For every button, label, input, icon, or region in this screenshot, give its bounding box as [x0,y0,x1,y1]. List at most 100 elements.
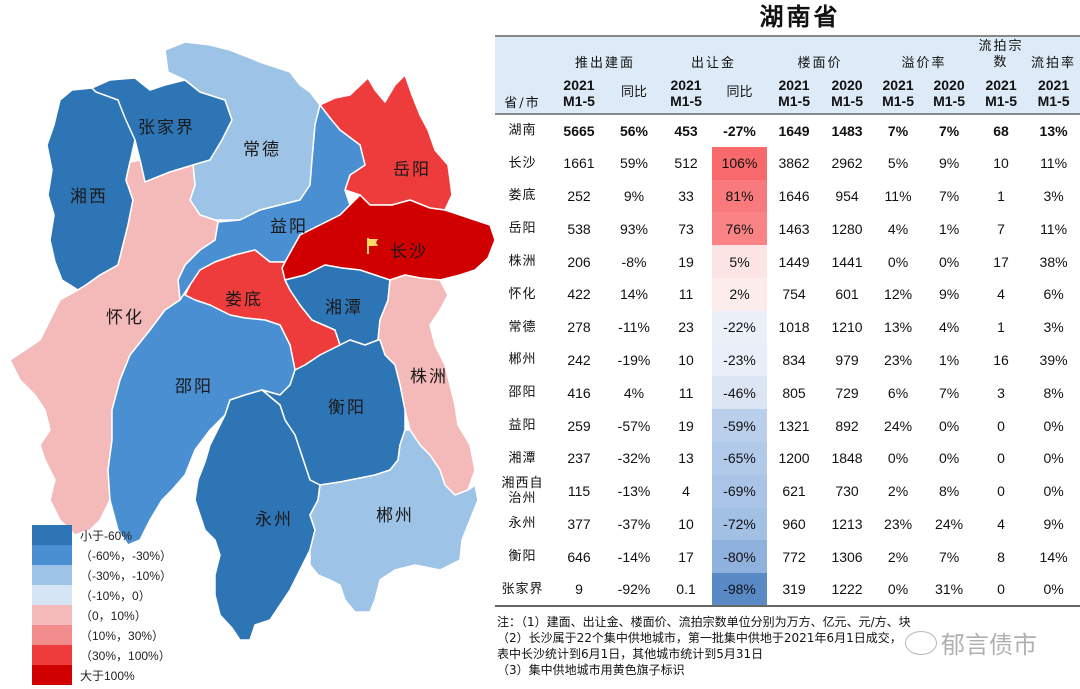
cell-fail: 0 [997,483,1005,500]
cell-fee: 13 [678,450,694,467]
cell-price20: 601 [835,286,859,303]
cell-fee: 23 [678,319,694,336]
cell-price20: 954 [835,187,859,204]
legend-label: （-60%，-30%） [80,548,173,563]
cell-fail-rate: 11% [1040,155,1068,172]
cell-fail: 1 [997,319,1005,336]
region-yongzhou[interactable] [194,389,321,641]
row-city-name: 娄底 [508,188,537,204]
cell-fail: 4 [997,286,1005,303]
cell-fee-yoy: 2% [712,277,768,311]
col-sub: 2021 M1-5 [985,77,1018,109]
cell-price20: 729 [835,384,859,401]
cell-area-yoy: 14% [619,286,649,303]
cell-prem20: 7% [938,548,960,565]
cell-fail: 4 [997,515,1005,532]
cell-prem20: 7% [938,187,960,204]
cell-prem20: 0% [938,253,960,270]
cell-fee-yoy: -72% [712,507,768,541]
cell-area: 9 [575,581,583,598]
cell-area: 377 [567,515,591,532]
cell-fee-yoy: -69% [712,474,768,508]
table-row: 湘潭 237 -32% 13 -65% 1200 1848 0% 0% 0 0% [495,441,1080,475]
table-row: 张家界 9 -92% 0.1 -98% 319 1222 0% 31% 0 0% [495,573,1080,606]
row-city-name: 常德 [508,319,537,335]
cell-price20: 1483 [831,122,863,139]
cell-fail-rate: 39% [1039,351,1068,368]
cell-prem21: 2% [887,483,909,500]
region-huaihua[interactable] [9,159,219,536]
cell-fail: 1 [997,187,1005,204]
col-group-area: 推出建面 [575,56,636,71]
label-yueyang: 岳阳 [393,160,431,180]
cell-price20: 1210 [831,319,863,336]
hunan-choropleth-map: 湘西 张家界 常德 岳阳 益阳 长沙 怀化 娄底 湘潭 株洲 邵阳 衡阳 永州 … [0,0,495,689]
label-zhangjiajie: 张家界 [138,118,195,138]
label-xiangxi: 湘西 [70,187,108,207]
cell-fail-rate: 8% [1043,384,1064,401]
legend-label: 大于100% [80,668,135,683]
table-row: 邵阳 416 4% 11 -46% 805 729 6% 7% 3 8% [495,376,1080,410]
row-city-name: 湘西自治州 [501,476,544,507]
cell-price21: 1463 [778,220,810,237]
legend-label: （30%，100%） [80,648,171,663]
legend-swatch [32,645,72,665]
cell-price20: 1222 [831,581,863,598]
legend-label: （10%，30%） [80,628,165,643]
cell-fee-yoy: 81% [712,179,768,213]
col-group-failed-count: 流拍宗数 [978,39,1024,70]
row-city-name: 怀化 [508,286,537,302]
note-line: （2）长沙属于22个集中供地城市，第一批集中供地于2021年6月1日成交， [497,631,902,645]
cell-fail-rate: 0% [1043,417,1064,434]
cell-fee-yoy: 5% [712,245,768,278]
table-row: 常德 278 -11% 23 -22% 1018 1210 13% 4% 1 3% [495,310,1080,344]
col-group-failed-rate: 流拍率 [1031,56,1077,71]
cell-prem20: 8% [938,483,960,500]
cell-price21: 1321 [778,417,810,434]
cell-area-yoy: -19% [617,351,651,368]
col-sub: 2020 M1-5 [831,77,863,109]
watermark-text: 郁言债市 [941,631,1037,659]
cell-area-yoy: 93% [619,220,649,237]
cell-area: 278 [567,319,591,336]
table-row: 衡阳 646 -14% 17 -80% 772 1306 2% 7% 8 14% [495,540,1080,574]
row-city-name: 张家界 [501,581,544,597]
table-row: 株洲 206 -8% 19 5% 1449 1441 0% 0% 17 38% [495,245,1080,278]
cell-fail: 3 [997,384,1005,401]
region-shaoyang[interactable] [107,284,296,546]
cell-area: 115 [567,483,591,500]
map-legend: 小于-60% （-60%，-30%） （-30%，-10%） （-10%，0） … [32,525,172,685]
row-city-name: 衡阳 [508,549,537,565]
cell-fee: 10 [678,515,694,532]
cell-prem21: 23% [884,515,913,532]
legend-item: （-30%，-10%） [32,565,172,585]
label-loudi: 娄底 [225,290,263,310]
cell-area-yoy: -14% [617,548,651,565]
cell-fee: 512 [674,155,698,172]
label-changde: 常德 [243,140,281,160]
cell-fee-yoy: -23% [712,343,768,377]
label-yiyang: 益阳 [270,217,308,237]
cell-price20: 892 [835,417,859,434]
cell-fail-rate: 0% [1043,581,1064,598]
cell-fee: 10 [678,351,694,368]
row-city-name: 湘潭 [508,450,537,466]
cell-fee: 4 [682,483,690,500]
table-row: 永州 377 -37% 10 -72% 960 1213 23% 24% 4 9% [495,507,1080,541]
cell-fee: 17 [678,548,694,565]
region-chenzhou[interactable] [309,429,479,613]
cell-price20: 1441 [831,253,863,270]
cell-fee-yoy: -98% [712,573,768,606]
row-city-name: 永州 [508,516,537,532]
cell-prem20: 7% [938,122,960,139]
note-line: 表中长沙统计到6月1日，其他城市统计到5月31日 [497,647,764,661]
cell-fee: 73 [678,220,694,237]
table-header: 省/市 推出建面 出让金 楼面价 溢价率 流拍宗数 流拍率 2021 M1-5 … [495,36,1080,114]
legend-swatch [32,525,72,545]
table-row: 岳阳 538 93% 73 76% 1463 1280 4% 1% 7 11% [495,212,1080,246]
cell-fee-yoy: -59% [712,409,768,442]
cell-fail-rate: 3% [1043,187,1064,204]
cell-fail: 0 [997,417,1005,434]
cell-fail-rate: 6% [1043,286,1064,303]
cell-fail-rate: 0% [1043,450,1064,467]
